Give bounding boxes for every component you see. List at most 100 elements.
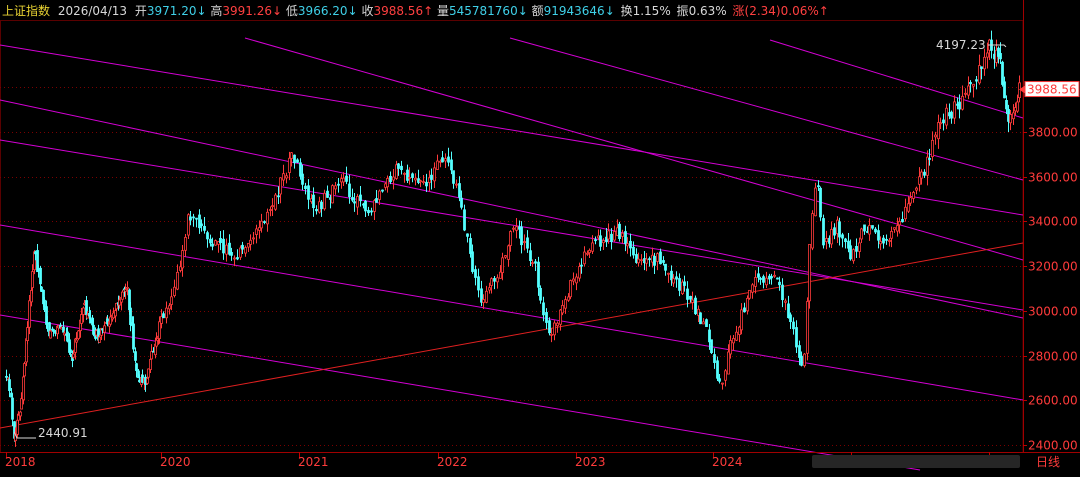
candle — [591, 235, 594, 255]
candle — [288, 151, 291, 181]
candle — [269, 206, 272, 217]
candle — [529, 242, 532, 267]
candle — [480, 280, 483, 307]
candle — [934, 131, 937, 145]
candle — [890, 226, 893, 248]
candle — [62, 321, 65, 333]
candle — [969, 80, 972, 93]
last-price-label: 3988.56 — [1027, 83, 1077, 97]
candle — [713, 348, 716, 369]
candle — [452, 170, 455, 189]
turnover-value: 1.15% — [632, 4, 671, 18]
candle — [72, 349, 75, 359]
candle — [356, 193, 359, 215]
candle — [1003, 76, 1006, 99]
candle — [945, 103, 948, 130]
candle — [181, 245, 184, 277]
candle — [126, 281, 129, 296]
candle — [381, 189, 384, 193]
period-low-leader — [13, 431, 36, 439]
candle — [583, 246, 586, 267]
high-label: 高 — [210, 4, 223, 18]
candle — [610, 228, 613, 250]
candle — [103, 321, 106, 341]
candle — [455, 179, 458, 189]
candle — [542, 296, 545, 322]
candle — [754, 270, 757, 294]
candle — [681, 279, 684, 296]
candle — [778, 276, 781, 291]
candle — [784, 298, 787, 311]
candle — [975, 76, 978, 90]
candle — [441, 151, 444, 163]
candle — [26, 321, 29, 345]
candle — [364, 199, 367, 218]
candle — [980, 66, 983, 80]
candle — [920, 169, 923, 185]
candle — [545, 308, 548, 329]
candle — [531, 259, 534, 268]
candle — [189, 211, 192, 226]
candle — [928, 148, 931, 166]
candle — [958, 94, 961, 119]
candle — [5, 369, 8, 382]
candle — [192, 213, 195, 227]
candle — [868, 218, 871, 241]
candle — [526, 230, 529, 253]
candle — [299, 158, 302, 180]
candle — [691, 291, 694, 310]
channel-line — [509, 37, 1024, 181]
candle — [304, 182, 307, 195]
candle — [66, 327, 69, 343]
candle — [858, 237, 861, 258]
x-tick-label: 2020 — [160, 455, 191, 469]
candle — [124, 283, 127, 300]
candle — [635, 248, 638, 264]
candle — [999, 42, 1002, 65]
candle — [967, 76, 970, 100]
candle — [279, 177, 282, 204]
candle — [727, 344, 730, 375]
candle — [255, 224, 258, 244]
candle — [553, 320, 556, 341]
candle — [520, 221, 523, 254]
candle — [490, 277, 493, 294]
candle — [757, 266, 760, 283]
candle — [433, 162, 436, 188]
candle — [515, 218, 518, 239]
candle — [534, 259, 537, 272]
amplitude-value: 0.63% — [688, 4, 727, 18]
candle — [263, 220, 266, 225]
change-value: (2.34)0.06% — [744, 4, 819, 18]
x-tick-label: 2023 — [575, 455, 606, 469]
candle — [732, 335, 735, 351]
candle — [640, 254, 643, 266]
candle — [978, 54, 981, 85]
candle — [792, 317, 795, 335]
candle — [898, 217, 901, 234]
candle — [735, 325, 738, 341]
candle — [260, 213, 263, 233]
candle — [23, 361, 26, 377]
candle — [414, 173, 417, 186]
low-label: 低 — [285, 4, 298, 18]
candle — [225, 238, 228, 262]
candle — [874, 227, 877, 235]
candle — [326, 185, 329, 198]
candle — [702, 318, 705, 325]
time-scrollbar-thumb[interactable] — [812, 455, 1020, 468]
candle — [378, 189, 381, 205]
candle — [901, 211, 904, 223]
candle — [710, 339, 713, 354]
candle — [724, 369, 727, 387]
candle — [708, 324, 711, 350]
candle — [400, 160, 403, 175]
candle — [137, 368, 140, 379]
period-button[interactable]: 日线 — [1036, 455, 1060, 469]
candle — [863, 224, 866, 235]
turnover-label: 换 — [620, 4, 633, 18]
candle — [961, 85, 964, 111]
candle — [337, 177, 340, 193]
